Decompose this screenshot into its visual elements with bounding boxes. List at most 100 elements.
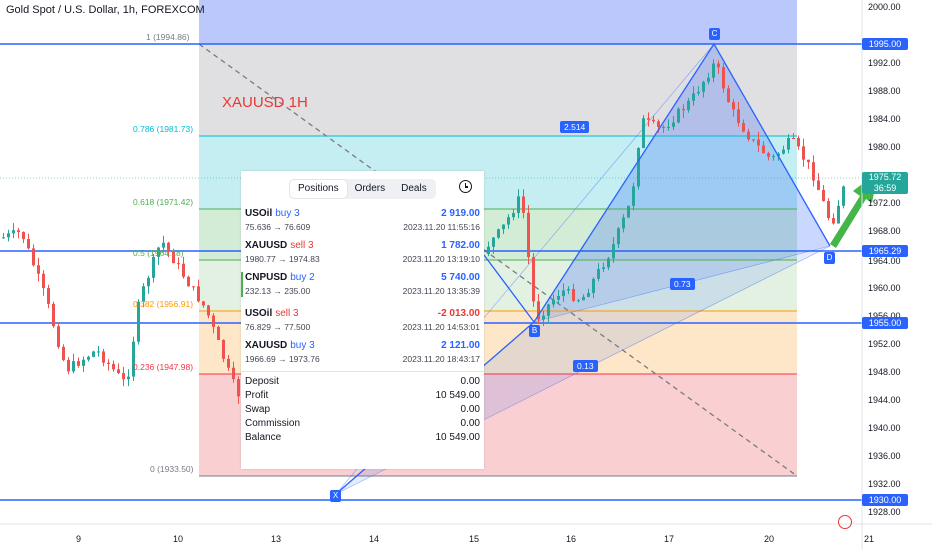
candle-body	[727, 88, 730, 103]
candle-body	[57, 326, 60, 347]
candle-body	[522, 196, 525, 213]
candle-body	[752, 139, 755, 141]
fib-zone-1	[199, 44, 797, 136]
candle-body	[542, 315, 545, 320]
position-side: buy 3	[275, 208, 300, 219]
candle-body	[777, 153, 780, 157]
candle-body	[117, 369, 120, 374]
candle-body	[82, 359, 85, 366]
fib-zone-top	[199, 0, 797, 44]
price-tick: 1928.00	[868, 507, 901, 517]
position-row[interactable]: XAUUSD sell 3 1 782.00 1980.77 → 1974.83 …	[241, 237, 484, 268]
position-side: sell 3	[275, 308, 299, 319]
position-prices: 1966.69 → 1973.76	[245, 354, 320, 364]
position-row[interactable]: CNPUSD buy 2 5 740.00 232.13 → 235.00 202…	[241, 269, 484, 300]
position-prices: 1980.77 → 1974.83	[245, 254, 320, 264]
candle-body	[642, 118, 645, 149]
candle-body	[37, 265, 40, 274]
candle-body	[492, 237, 495, 247]
date-tick: 17	[664, 534, 675, 544]
candle-body	[197, 286, 200, 302]
price-label-level[interactable]: 1995.00	[862, 38, 908, 50]
candle-body	[32, 248, 35, 266]
position-row[interactable]: XAUUSD buy 3 2 121.00 1966.69 → 1973.76 2…	[241, 337, 484, 368]
price-label-level[interactable]: 1955.00	[862, 317, 908, 329]
candle-body	[187, 276, 190, 287]
pattern-point-c[interactable]: C	[709, 28, 720, 40]
candle-body	[142, 286, 145, 302]
position-prices: 232.13 → 235.00	[245, 286, 311, 296]
price-tick: 1944.00	[868, 395, 901, 405]
candle-body	[612, 244, 615, 259]
candle-body	[837, 205, 840, 224]
summary-swap: Swap 0.00	[245, 404, 480, 415]
price-label-level[interactable]: 1965.29	[862, 245, 908, 257]
position-profit: 2 919.00	[441, 208, 480, 219]
tab-positions[interactable]: Positions	[290, 180, 347, 198]
candle-body	[687, 100, 690, 111]
pattern-point-x[interactable]: X	[330, 490, 341, 502]
candle-body	[622, 217, 625, 229]
current-price-value: 1975.72	[868, 172, 902, 182]
bar-countdown: 36:59	[873, 183, 897, 193]
summary-profit: Profit 10 549.00	[245, 390, 480, 401]
position-row[interactable]: USOil sell 3 -2 013.00 76.829 → 77.500 20…	[241, 305, 484, 336]
pattern-point-d[interactable]: D	[824, 252, 835, 264]
candle-body	[682, 108, 685, 111]
price-tick: 1972.00	[868, 198, 901, 208]
pattern-point-b[interactable]: B	[529, 325, 540, 337]
candle-body	[592, 278, 595, 293]
panel-tabs: Positions Orders Deals	[289, 179, 436, 199]
candle-body	[812, 162, 815, 181]
position-time: 2023.11.20 13:35:39	[402, 286, 480, 296]
tab-orders[interactable]: Orders	[354, 183, 386, 194]
candle-body	[2, 237, 5, 239]
candle-body	[807, 159, 810, 163]
candle-body	[667, 126, 670, 128]
position-prices: 75.636 → 76.609	[245, 222, 311, 232]
ratio-label-bd[interactable]: 0.73	[670, 278, 695, 290]
candle-body	[97, 351, 100, 353]
candle-body	[552, 299, 555, 305]
candle-body	[532, 257, 535, 302]
candle-body	[762, 145, 765, 154]
summary-balance: Balance 10 549.00	[245, 432, 480, 443]
position-row[interactable]: USOil buy 3 2 919.00 75.636 → 76.609 2023…	[241, 205, 484, 236]
candle-body	[677, 108, 680, 123]
price-label-level[interactable]: 1930.00	[862, 494, 908, 506]
candle-body	[122, 373, 125, 380]
date-tick: 9	[76, 534, 82, 544]
candle-body	[567, 289, 570, 291]
candle-body	[202, 301, 205, 306]
candle-body	[217, 326, 220, 340]
candle-body	[602, 267, 605, 269]
candle-body	[822, 189, 825, 202]
date-tick: 21	[864, 534, 875, 544]
candle-body	[757, 139, 760, 146]
ratio-label-xc[interactable]: 2.514	[560, 121, 590, 133]
candle-body	[22, 232, 25, 240]
candle-body	[617, 228, 620, 245]
candle-body	[782, 149, 785, 154]
candle-body	[662, 126, 665, 128]
summary-commission: Commission 0.00	[245, 418, 480, 429]
candle-body	[527, 212, 530, 258]
candle-body	[637, 148, 640, 187]
candle-body	[792, 138, 795, 140]
ratio-label-ab[interactable]: 0.13	[573, 360, 598, 372]
position-time: 2023.11.20 18:43:17	[402, 354, 480, 364]
pattern-leg-ab	[483, 254, 535, 323]
candle-body	[652, 119, 655, 122]
clock-icon[interactable]	[459, 180, 472, 193]
candle-body	[172, 250, 175, 264]
symbol-title[interactable]: Gold Spot / U.S. Dollar, 1h, FOREXCOM	[6, 4, 205, 16]
candle-body	[167, 242, 170, 251]
position-profit: 5 740.00	[441, 272, 480, 283]
fib-label-0: 0 (1933.50)	[150, 464, 194, 474]
replay-icon[interactable]	[838, 515, 852, 529]
position-profit: 2 121.00	[441, 340, 480, 351]
pattern-fill	[336, 44, 830, 494]
candle-body	[7, 233, 10, 238]
candle-body	[227, 358, 230, 368]
tab-deals[interactable]: Deals	[401, 183, 427, 194]
